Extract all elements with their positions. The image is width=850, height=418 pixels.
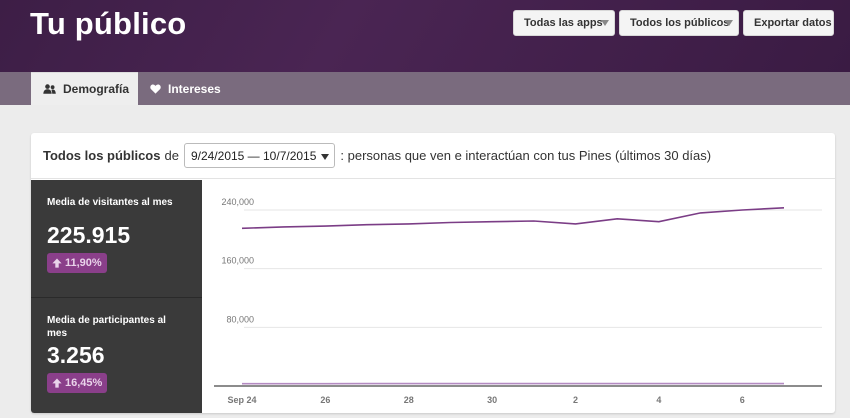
tab-intereses[interactable]: Intereses — [150, 72, 240, 105]
change-value: 11,90% — [65, 257, 102, 269]
apps-filter-label: Todas las apps — [524, 17, 603, 29]
audience-name: Todos los públicos — [43, 148, 161, 163]
preposition-text: de — [164, 148, 179, 163]
audience-filter-dropdown[interactable]: Todos los públicos — [619, 10, 739, 36]
header-bar: Tu público Todas las apps Todos los públ… — [0, 0, 850, 72]
arrow-up-icon — [52, 378, 62, 388]
x-tick-label: 30 — [487, 395, 497, 405]
apps-filter-dropdown[interactable]: Todas las apps — [513, 10, 615, 36]
export-data-button[interactable]: Exportar datos — [743, 10, 834, 36]
audience-summary-card: Todos los públicos de 9/24/2015 — 10/7/2… — [31, 133, 835, 413]
people-icon — [43, 84, 56, 94]
metric-value: 225.915 — [47, 222, 131, 248]
chevron-down-icon — [321, 154, 330, 160]
x-tick-label: 6 — [740, 395, 745, 405]
y-tick-label: 160,000 — [221, 256, 254, 266]
x-tick-label: Sep 24 — [227, 395, 256, 405]
tab-bar: Demografía Intereses — [0, 72, 850, 105]
tab-demografia[interactable]: Demografía — [31, 72, 138, 105]
metric-label: Media de visitantes al mes — [47, 197, 173, 208]
y-tick-label: 240,000 — [221, 197, 254, 207]
chevron-down-icon — [725, 20, 733, 26]
audience-line-chart: 80,000 160,000 240,000 Sep 24 26 28 30 2 4 6 — [214, 197, 822, 405]
metric-monthly-visitors[interactable]: Media de visitantes al mes 225.915 11,90… — [31, 180, 202, 298]
tab-label: Demografía — [63, 82, 130, 96]
page-title: Tu público — [30, 6, 187, 41]
export-data-label: Exportar datos — [754, 17, 832, 29]
card-header: Todos los públicos de 9/24/2015 — 10/7/2… — [31, 133, 835, 179]
x-tick-label: 26 — [320, 395, 330, 405]
chevron-down-icon — [601, 20, 609, 26]
x-tick-label: 28 — [404, 395, 414, 405]
change-badge: 16,45% — [47, 373, 108, 393]
series-line-1 — [241, 207, 785, 230]
change-badge: 11,90% — [47, 253, 107, 273]
metric-value: 3.256 — [47, 342, 105, 368]
heart-icon — [150, 83, 161, 94]
y-tick-label: 80,000 — [226, 314, 254, 324]
date-range-select[interactable]: 9/24/2015 — 10/7/2015 — [183, 143, 336, 168]
change-value: 16,45% — [65, 377, 103, 389]
card-description: : personas que ven e interactúan con tus… — [340, 148, 712, 163]
metric-label: Media de participantes al mes — [47, 315, 166, 339]
x-tick-label: 2 — [573, 395, 578, 405]
audience-filter-label: Todos los públicos — [630, 17, 730, 29]
date-range-value: 9/24/2015 — 10/7/2015 — [190, 148, 317, 163]
metric-monthly-engagers[interactable]: Media de participantes al mes 3.256 16,4… — [31, 298, 202, 413]
x-tick-label: 4 — [656, 395, 661, 405]
arrow-up-icon — [52, 258, 62, 268]
tab-label: Intereses — [168, 81, 221, 96]
metrics-panel: Media de visitantes al mes 225.915 11,90… — [31, 180, 202, 413]
